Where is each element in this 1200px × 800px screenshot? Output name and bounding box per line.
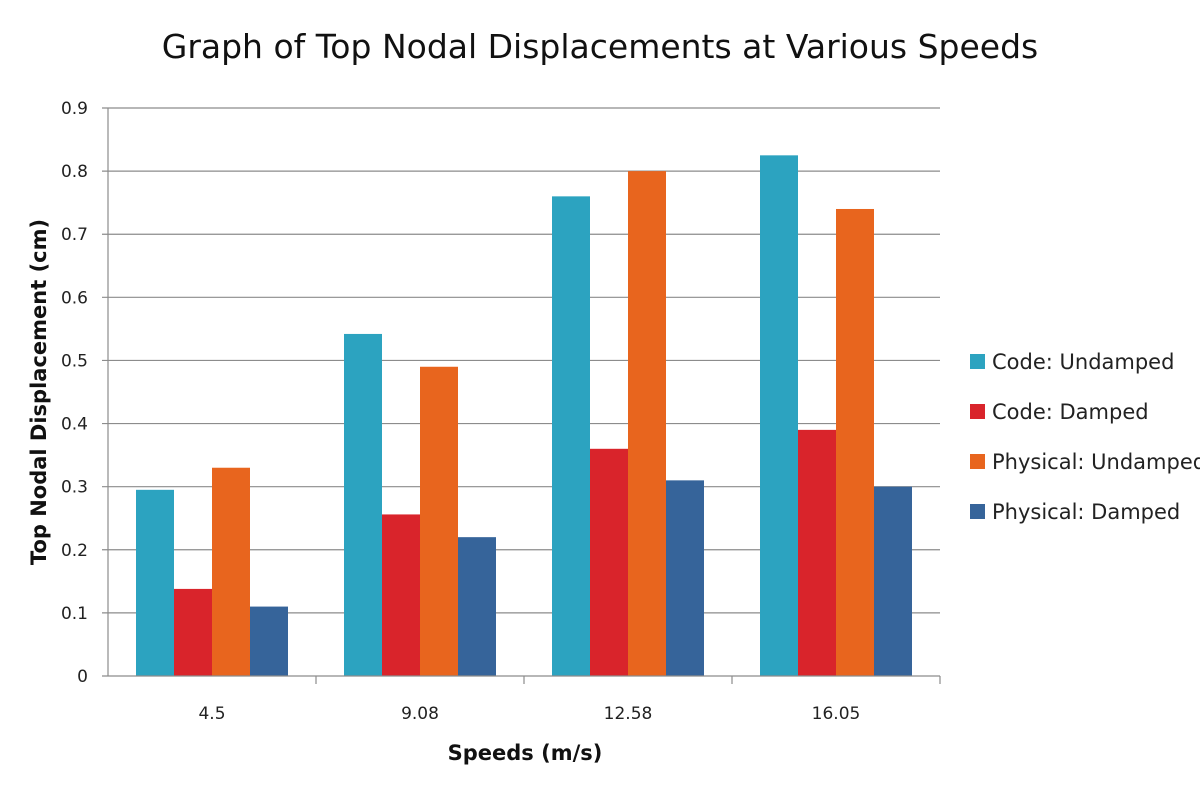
y-tick-label: 0.4 <box>61 415 88 435</box>
legend-label: Physical: Undamped <box>992 450 1200 474</box>
y-tick-label: 0.2 <box>61 541 88 561</box>
bar <box>382 514 420 676</box>
bar <box>420 366 458 676</box>
axes <box>102 108 941 684</box>
y-tick-label: 0.3 <box>61 478 88 498</box>
bar <box>798 429 836 676</box>
y-tick-label: 0 <box>77 667 88 687</box>
legend: Code: Undamped Code: Damped Physical: Unda… <box>970 350 1200 524</box>
x-axis-label: Speeds (m/s) <box>448 741 603 765</box>
y-tick-label: 0.6 <box>61 288 88 308</box>
y-tick-label: 0.5 <box>61 351 88 371</box>
y-tick-labels: 0 0.1 0.2 0.3 0.4 0.5 0.6 0.7 0.8 0.9 <box>61 99 88 687</box>
chart-title: Graph of Top Nodal Displacements at Vari… <box>162 27 1038 66</box>
bar <box>590 448 628 676</box>
legend-swatch <box>970 454 985 469</box>
y-tick-label: 0.8 <box>61 162 88 182</box>
bars <box>136 155 912 677</box>
bar <box>874 486 912 676</box>
bar <box>212 467 250 676</box>
bar <box>628 171 666 676</box>
bar <box>174 588 212 676</box>
x-tick-label: 16.05 <box>812 704 861 724</box>
legend-label: Physical: Damped <box>992 500 1180 524</box>
y-tick-label: 0.1 <box>61 604 88 624</box>
x-tick-label: 9.08 <box>401 704 439 724</box>
bar <box>552 196 590 676</box>
bar <box>136 489 174 676</box>
legend-label: Code: Undamped <box>992 350 1174 374</box>
x-tick-labels: 4.5 9.08 12.58 16.05 <box>198 704 860 724</box>
bar <box>250 606 288 676</box>
y-tick-label: 0.9 <box>61 99 88 119</box>
y-tick-label: 0.7 <box>61 225 88 245</box>
x-tick-label: 4.5 <box>198 704 225 724</box>
legend-swatch <box>970 354 985 369</box>
legend-swatch <box>970 504 985 519</box>
legend-swatch <box>970 404 985 419</box>
bar <box>760 155 798 677</box>
bar <box>458 537 496 676</box>
bar <box>344 333 382 676</box>
bar <box>666 480 704 676</box>
y-axis-label: Top Nodal Displacement (cm) <box>27 219 51 565</box>
legend-label: Code: Damped <box>992 400 1149 424</box>
bar <box>836 208 874 676</box>
x-tick-label: 12.58 <box>604 704 653 724</box>
